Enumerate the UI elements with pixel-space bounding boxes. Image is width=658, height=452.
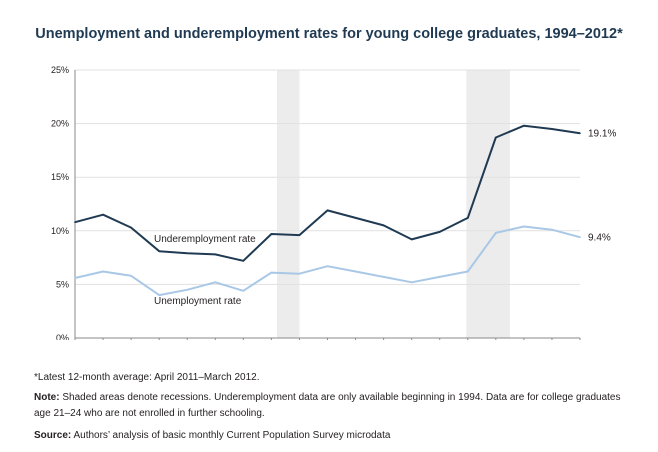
y-tick-label: 25% [51, 65, 69, 75]
data-point [242, 290, 245, 292]
recession-shading [277, 70, 510, 338]
source-text: Authors’ analysis of basic monthly Curre… [71, 430, 391, 441]
data-point [382, 276, 385, 278]
data-point [186, 288, 189, 291]
data-point [326, 265, 329, 267]
data-point [579, 236, 581, 239]
data-point [186, 252, 189, 255]
data-point [74, 221, 76, 224]
end-label-unemployment: 9.4% [588, 233, 611, 244]
data-point [466, 217, 469, 219]
recession-band-1 [277, 70, 300, 338]
footnote-note: Note: Shaded areas denote recessions. Un… [34, 390, 634, 422]
footnote-latest-text: *Latest 12-month average: April 2011–Mar… [34, 372, 260, 383]
end-label-underemployment: 19.1% [588, 129, 616, 140]
data-point [382, 224, 385, 227]
data-point [298, 272, 301, 275]
data-point [523, 225, 525, 228]
y-tick-label: 20% [51, 119, 69, 129]
x-axis: 1994199519961997199819992000200120022003… [74, 337, 581, 340]
data-point [102, 270, 104, 273]
data-point [354, 270, 357, 273]
data-point [130, 275, 132, 277]
series-labels: 19.1% 9.4% Underemployment rate Unemploymen… [154, 129, 616, 307]
line-chart: 0% 5% 10% 15% 20% 25% 19941995199619971998199… [51, 65, 616, 340]
data-point [326, 209, 329, 212]
data-point [438, 276, 441, 278]
gridlines [75, 69, 580, 285]
data-point [158, 250, 160, 252]
series-name-underemployment: Underemployment rate [154, 234, 256, 245]
data-point [438, 231, 441, 233]
data-point [270, 271, 273, 274]
note-label: Note: [34, 392, 60, 403]
note-text: Shaded areas denote recessions. Underemp… [34, 392, 621, 419]
data-point [158, 294, 160, 296]
data-point [130, 226, 132, 229]
data-point [410, 238, 413, 241]
data-point [579, 132, 581, 135]
y-tick-label: 0% [56, 333, 69, 340]
y-tick-label: 15% [51, 172, 69, 182]
data-point [495, 136, 497, 139]
y-tick-label: 10% [51, 226, 69, 236]
y-tick-label: 5% [56, 279, 69, 289]
series-lines [74, 124, 581, 297]
data-point [242, 260, 245, 262]
data-point [495, 232, 497, 234]
chart-title: Unemployment and underemployment rates f… [35, 26, 623, 42]
data-point [214, 281, 217, 284]
footnote-source: Source: Authors’ analysis of basic month… [34, 428, 634, 444]
data-point [523, 124, 525, 127]
data-point [102, 213, 104, 216]
data-point [214, 253, 217, 256]
data-point [551, 228, 553, 231]
data-point [270, 233, 273, 235]
footnote-latest: *Latest 12-month average: April 2011–Mar… [34, 370, 634, 386]
data-point [410, 281, 413, 284]
series-name-unemployment: Unemployment rate [154, 296, 242, 307]
y-axis: 0% 5% 10% 15% 20% 25% [51, 65, 76, 340]
data-point [298, 234, 301, 236]
data-point [74, 277, 76, 279]
data-point [354, 217, 357, 219]
data-point [466, 270, 469, 273]
source-label: Source: [34, 430, 72, 441]
data-point [551, 128, 553, 130]
